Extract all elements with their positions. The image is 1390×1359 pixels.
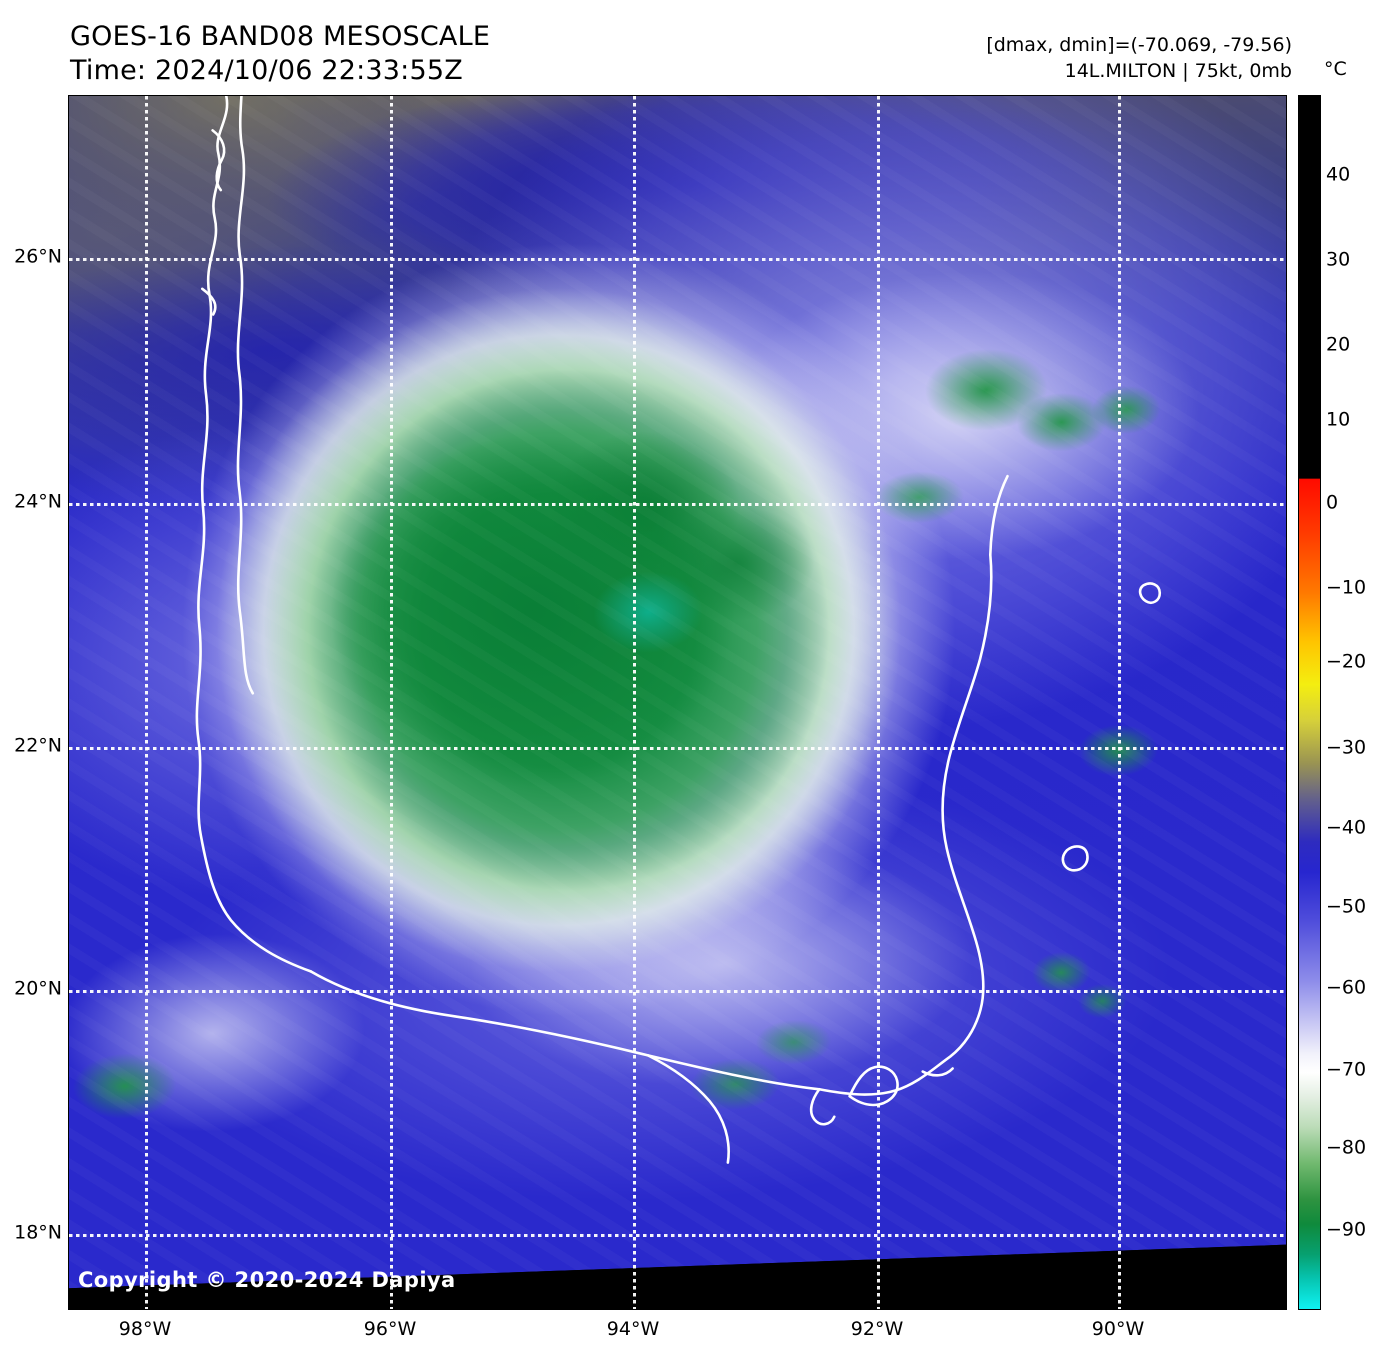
cbtick-m30: −30 (1326, 736, 1367, 759)
ytick-22N: 22°N (14, 734, 62, 757)
gridline-lat-24 (69, 503, 1286, 506)
gridline-lon-94 (633, 96, 636, 1309)
page-title: GOES-16 BAND08 MESOSCALE (70, 21, 491, 52)
xtick-92W: 92°W (850, 1318, 904, 1340)
colorbar-unit-label: °C (1324, 58, 1347, 80)
swath-pixels (69, 96, 1286, 1292)
cbtick-m90: −90 (1326, 1218, 1367, 1241)
cbtick-m60: −60 (1326, 976, 1367, 999)
gridline-lat-22 (69, 747, 1286, 750)
gridline-lon-92 (877, 96, 880, 1309)
storm-annotation: 14L.MILTON | 75kt, 0mb (1064, 60, 1292, 82)
cbtick-m50: −50 (1326, 895, 1367, 918)
satellite-swath (69, 96, 1286, 1292)
gridline-lon-98 (145, 96, 148, 1309)
timestamp: Time: 2024/10/06 22:33:55Z (70, 55, 463, 86)
cbtick-m80: −80 (1326, 1136, 1367, 1159)
gridline-lon-96 (390, 96, 393, 1309)
title-block: GOES-16 BAND08 MESOSCALE Time: 2024/10/0… (70, 20, 490, 88)
coastline-overlay (195, 96, 1162, 1164)
cbtick-30: 30 (1326, 248, 1351, 271)
annotation-block: [dmax, dmin]=(-70.069, -79.56) 14L.MILTO… (986, 32, 1292, 84)
xtick-98W: 98°W (118, 1318, 172, 1340)
colorbar[interactable] (1298, 95, 1321, 1310)
ytick-26N: 26°N (14, 245, 62, 268)
ytick-18N: 18°N (14, 1221, 62, 1244)
satellite-image-plot[interactable] (68, 95, 1287, 1310)
cbtick-m10: −10 (1326, 576, 1367, 599)
cbtick-0: 0 (1326, 491, 1339, 514)
gridline-lat-26 (69, 258, 1286, 261)
cbtick-40: 40 (1326, 163, 1351, 186)
ytick-24N: 24°N (14, 490, 62, 513)
copyright-label: Copyright © 2020-2024 Dapiya (78, 1268, 456, 1292)
cbtick-10: 10 (1326, 408, 1351, 431)
xtick-94W: 94°W (606, 1318, 660, 1340)
xtick-90W: 90°W (1091, 1318, 1145, 1340)
gridline-lat-18 (69, 1234, 1286, 1237)
data-range-annotation: [dmax, dmin]=(-70.069, -79.56) (986, 34, 1292, 56)
gridline-lon-90 (1118, 96, 1121, 1309)
cbtick-m20: −20 (1326, 650, 1367, 673)
gridline-lat-20 (69, 990, 1286, 993)
ytick-20N: 20°N (14, 977, 62, 1000)
cbtick-m40: −40 (1326, 816, 1367, 839)
xtick-96W: 96°W (363, 1318, 417, 1340)
cbtick-20: 20 (1326, 333, 1351, 356)
cbtick-m70: −70 (1326, 1058, 1367, 1081)
